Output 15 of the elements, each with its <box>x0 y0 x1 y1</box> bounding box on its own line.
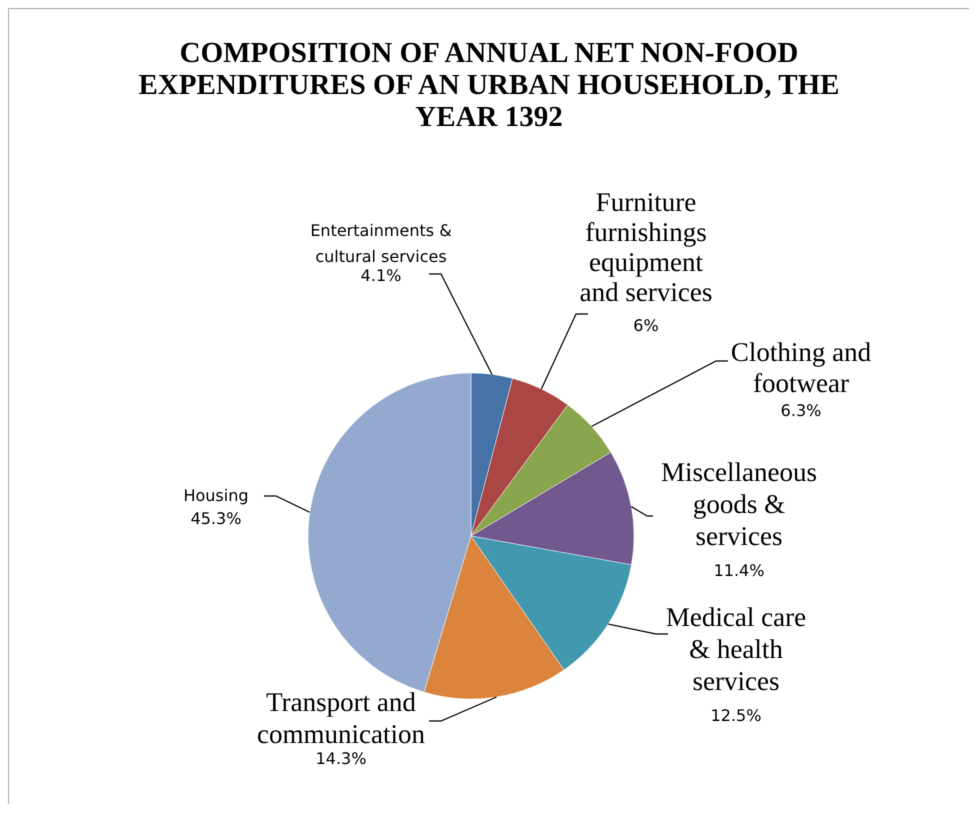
slice-label: Entertainments & cultural services <box>310 221 452 266</box>
slice-label: Furniture furnishings equipment and services <box>580 187 712 307</box>
slice-label: Housing <box>183 486 249 505</box>
chart-title: COMPOSITION OF ANNUAL NET NON-FOOD EXPENDITURES OF AN URBAN HOUSEHOLD, THE YEAR 1392 <box>138 37 840 133</box>
slice-label: Medical care & health services <box>666 602 806 696</box>
slice-label: Miscellaneous goods & services <box>661 457 817 551</box>
data-label: 14.3% <box>316 749 366 768</box>
data-label: 6% <box>633 316 659 335</box>
data-label: 11.4% <box>714 561 764 580</box>
data-label: 4.1% <box>360 266 402 285</box>
slice-label: Transport and communication <box>257 687 426 749</box>
data-label: 12.5% <box>710 706 762 725</box>
data-label: 6.3% <box>780 401 822 420</box>
slice-label: Clothing and footwear <box>730 337 872 398</box>
data-label: 45.3% <box>190 509 242 528</box>
